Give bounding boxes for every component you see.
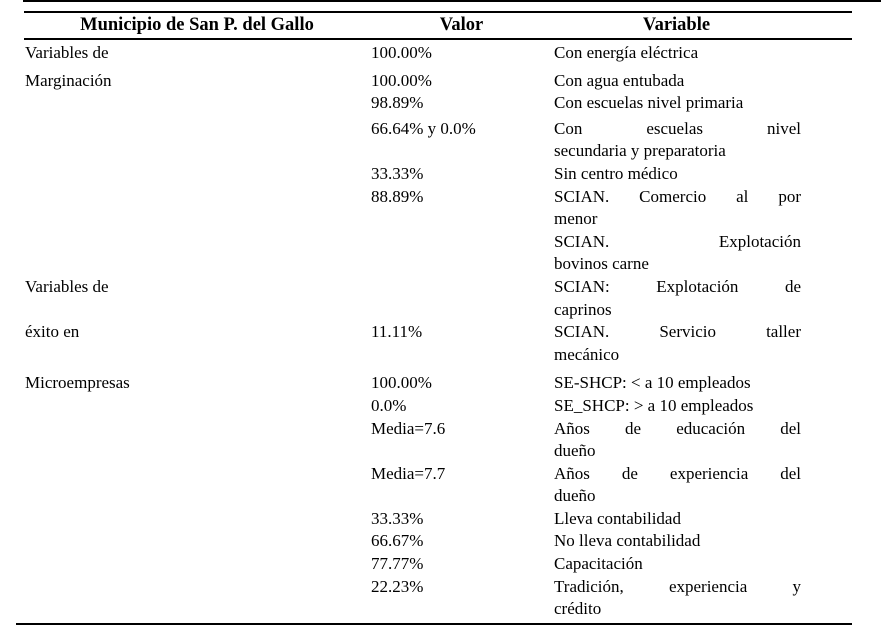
variable-line: Tradición, experiencia y	[554, 576, 801, 596]
table-row: 33.33% Lleva contabilidad	[24, 508, 852, 531]
valor-cell: 66.67%	[371, 531, 424, 551]
table-row: 0.0% SE_SHCP: > a 10 empleados	[24, 395, 852, 418]
variable-line: Años de experiencia del	[554, 463, 801, 483]
table-top-rule	[24, 11, 852, 13]
variable-line: Con escuelas nivel primaria	[554, 93, 744, 113]
table-row: 22.23% Tradición, experiencia y crédito	[24, 576, 852, 621]
table-row: Media=7.7 Años de experiencia del dueño	[24, 463, 852, 508]
variable-line: bovinos carne	[554, 254, 649, 274]
variable-line: crédito	[554, 599, 602, 619]
valor-cell: 100.00%	[371, 70, 432, 90]
table-row: 66.64% y 0.0% Con escuelas nivel secundari…	[24, 118, 852, 163]
variable-cell: SCIAN. Servicio taller mecánico	[554, 321, 801, 366]
variable-cell: Con escuelas nivel primaria	[554, 92, 801, 115]
variable-cell: Con energía eléctrica	[554, 42, 801, 65]
table-row: 33.33% Sin centro médico	[24, 163, 852, 186]
variable-line: mecánico	[554, 344, 620, 364]
table-row: SCIAN. Explotación bovinos carne	[24, 231, 852, 276]
variable-line: SCIAN. Comercio al por	[554, 186, 801, 206]
variable-cell: SCIAN. Comercio al por menor	[554, 186, 801, 231]
variable-cell: Con escuelas nivel secundaria y preparato…	[554, 118, 801, 163]
variable-line: Años de educación del	[554, 418, 801, 438]
header-underline-rule	[24, 38, 852, 40]
table-row: Microempresas 100.00% SE-SHCP: < a 10 empl…	[24, 372, 852, 395]
variable-line: No lleva contabilidad	[554, 531, 701, 551]
variable-line: secundaria y preparatoria	[554, 141, 726, 161]
table-row: Media=7.6 Años de educación del dueño	[24, 418, 852, 463]
valor-cell: 100.00%	[371, 373, 432, 393]
table-body: Variables de 100.00% Con energía eléctrica…	[24, 40, 852, 623]
variable-line: menor	[554, 209, 598, 229]
variable-cell: Sin centro médico	[554, 163, 801, 186]
variable-line: SE_SHCP: > a 10 empleados	[554, 395, 754, 415]
valor-cell: 100.00%	[371, 43, 432, 62]
variable-line: SCIAN. Explotación	[554, 231, 801, 251]
header-col-municipio: Municipio de San P. del Gallo	[80, 15, 314, 35]
variable-line: Con agua entubada	[554, 70, 685, 90]
variable-line: Capacitación	[554, 554, 643, 574]
variable-line: Sin centro médico	[554, 163, 678, 183]
group-label-cell: Variables de	[25, 276, 109, 296]
valor-cell: 33.33%	[371, 163, 424, 183]
valor-cell: 88.89%	[371, 186, 424, 206]
valor-cell: 77.77%	[371, 554, 424, 574]
variable-cell: Con agua entubada	[554, 70, 801, 93]
variable-line: dueño	[554, 441, 596, 461]
variable-cell: SCIAN. Explotación bovinos carne	[554, 231, 801, 276]
variable-line: Con escuelas nivel	[554, 118, 801, 138]
municipio-data-table: Municipio de San P. del Gallo Valor Vari…	[16, 11, 852, 625]
variable-line: caprinos	[554, 299, 612, 319]
variable-cell: SCIAN: Explotación de caprinos	[554, 276, 801, 321]
valor-cell: Media=7.6	[371, 418, 446, 438]
table-row: Variables de SCIAN: Explotación de caprino…	[24, 276, 852, 321]
valor-cell: 0.0%	[371, 395, 407, 415]
header-col-variable: Variable	[642, 15, 711, 35]
variable-line: SCIAN: Explotación de	[554, 276, 801, 296]
variable-cell: SE_SHCP: > a 10 empleados	[554, 395, 801, 418]
table-row: éxito en 11.11% SCIAN. Servicio taller mecá…	[24, 321, 852, 366]
group-label-cell: éxito en	[25, 322, 80, 342]
table-row: 77.77% Capacitación	[24, 553, 852, 576]
table-row: 98.89% Con escuelas nivel primaria	[24, 92, 852, 115]
group-label-cell: Variables de	[25, 43, 109, 62]
variable-line: SCIAN. Servicio taller	[554, 322, 801, 342]
variable-line: SE-SHCP: < a 10 empleados	[554, 373, 751, 393]
valor-cell: 22.23%	[371, 576, 424, 596]
table-row: Marginación 100.00% Con agua entubada	[24, 70, 852, 93]
variable-cell: Años de experiencia del dueño	[554, 463, 801, 508]
variable-line: Lleva contabilidad	[554, 508, 681, 528]
variable-cell: No lleva contabilidad	[554, 530, 801, 553]
group-label-cell: Marginación	[25, 70, 112, 90]
table-header-row: Municipio de San P. del Gallo Valor Vari…	[24, 13, 852, 38]
table-row: Variables de 100.00% Con energía eléctrica	[24, 42, 852, 65]
variable-line: dueño	[554, 486, 596, 506]
table-row: 88.89% SCIAN. Comercio al por menor	[24, 186, 852, 231]
variable-cell: Capacitación	[554, 553, 801, 576]
variable-cell: Lleva contabilidad	[554, 508, 801, 531]
page-top-rule	[23, 0, 881, 2]
variable-cell: Tradición, experiencia y crédito	[554, 576, 801, 621]
valor-cell: 33.33%	[371, 508, 424, 528]
group-label-cell: Microempresas	[25, 373, 130, 393]
table-bottom-rule	[16, 622, 852, 625]
valor-cell: 11.11%	[371, 322, 423, 342]
valor-cell: Media=7.7	[371, 463, 446, 483]
valor-cell: 98.89%	[371, 93, 424, 113]
valor-cell: 66.64% y 0.0%	[371, 118, 476, 138]
variable-cell: Años de educación del dueño	[554, 418, 801, 463]
variable-cell: SE-SHCP: < a 10 empleados	[554, 372, 801, 395]
table-row: 66.67% No lleva contabilidad	[24, 530, 852, 553]
header-col-valor: Valor	[439, 15, 484, 35]
variable-line: Con energía eléctrica	[554, 43, 699, 62]
